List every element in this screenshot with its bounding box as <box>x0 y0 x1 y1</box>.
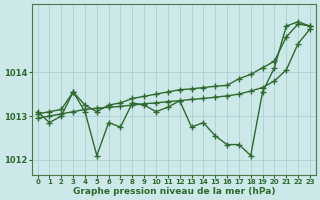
X-axis label: Graphe pression niveau de la mer (hPa): Graphe pression niveau de la mer (hPa) <box>73 187 275 196</box>
